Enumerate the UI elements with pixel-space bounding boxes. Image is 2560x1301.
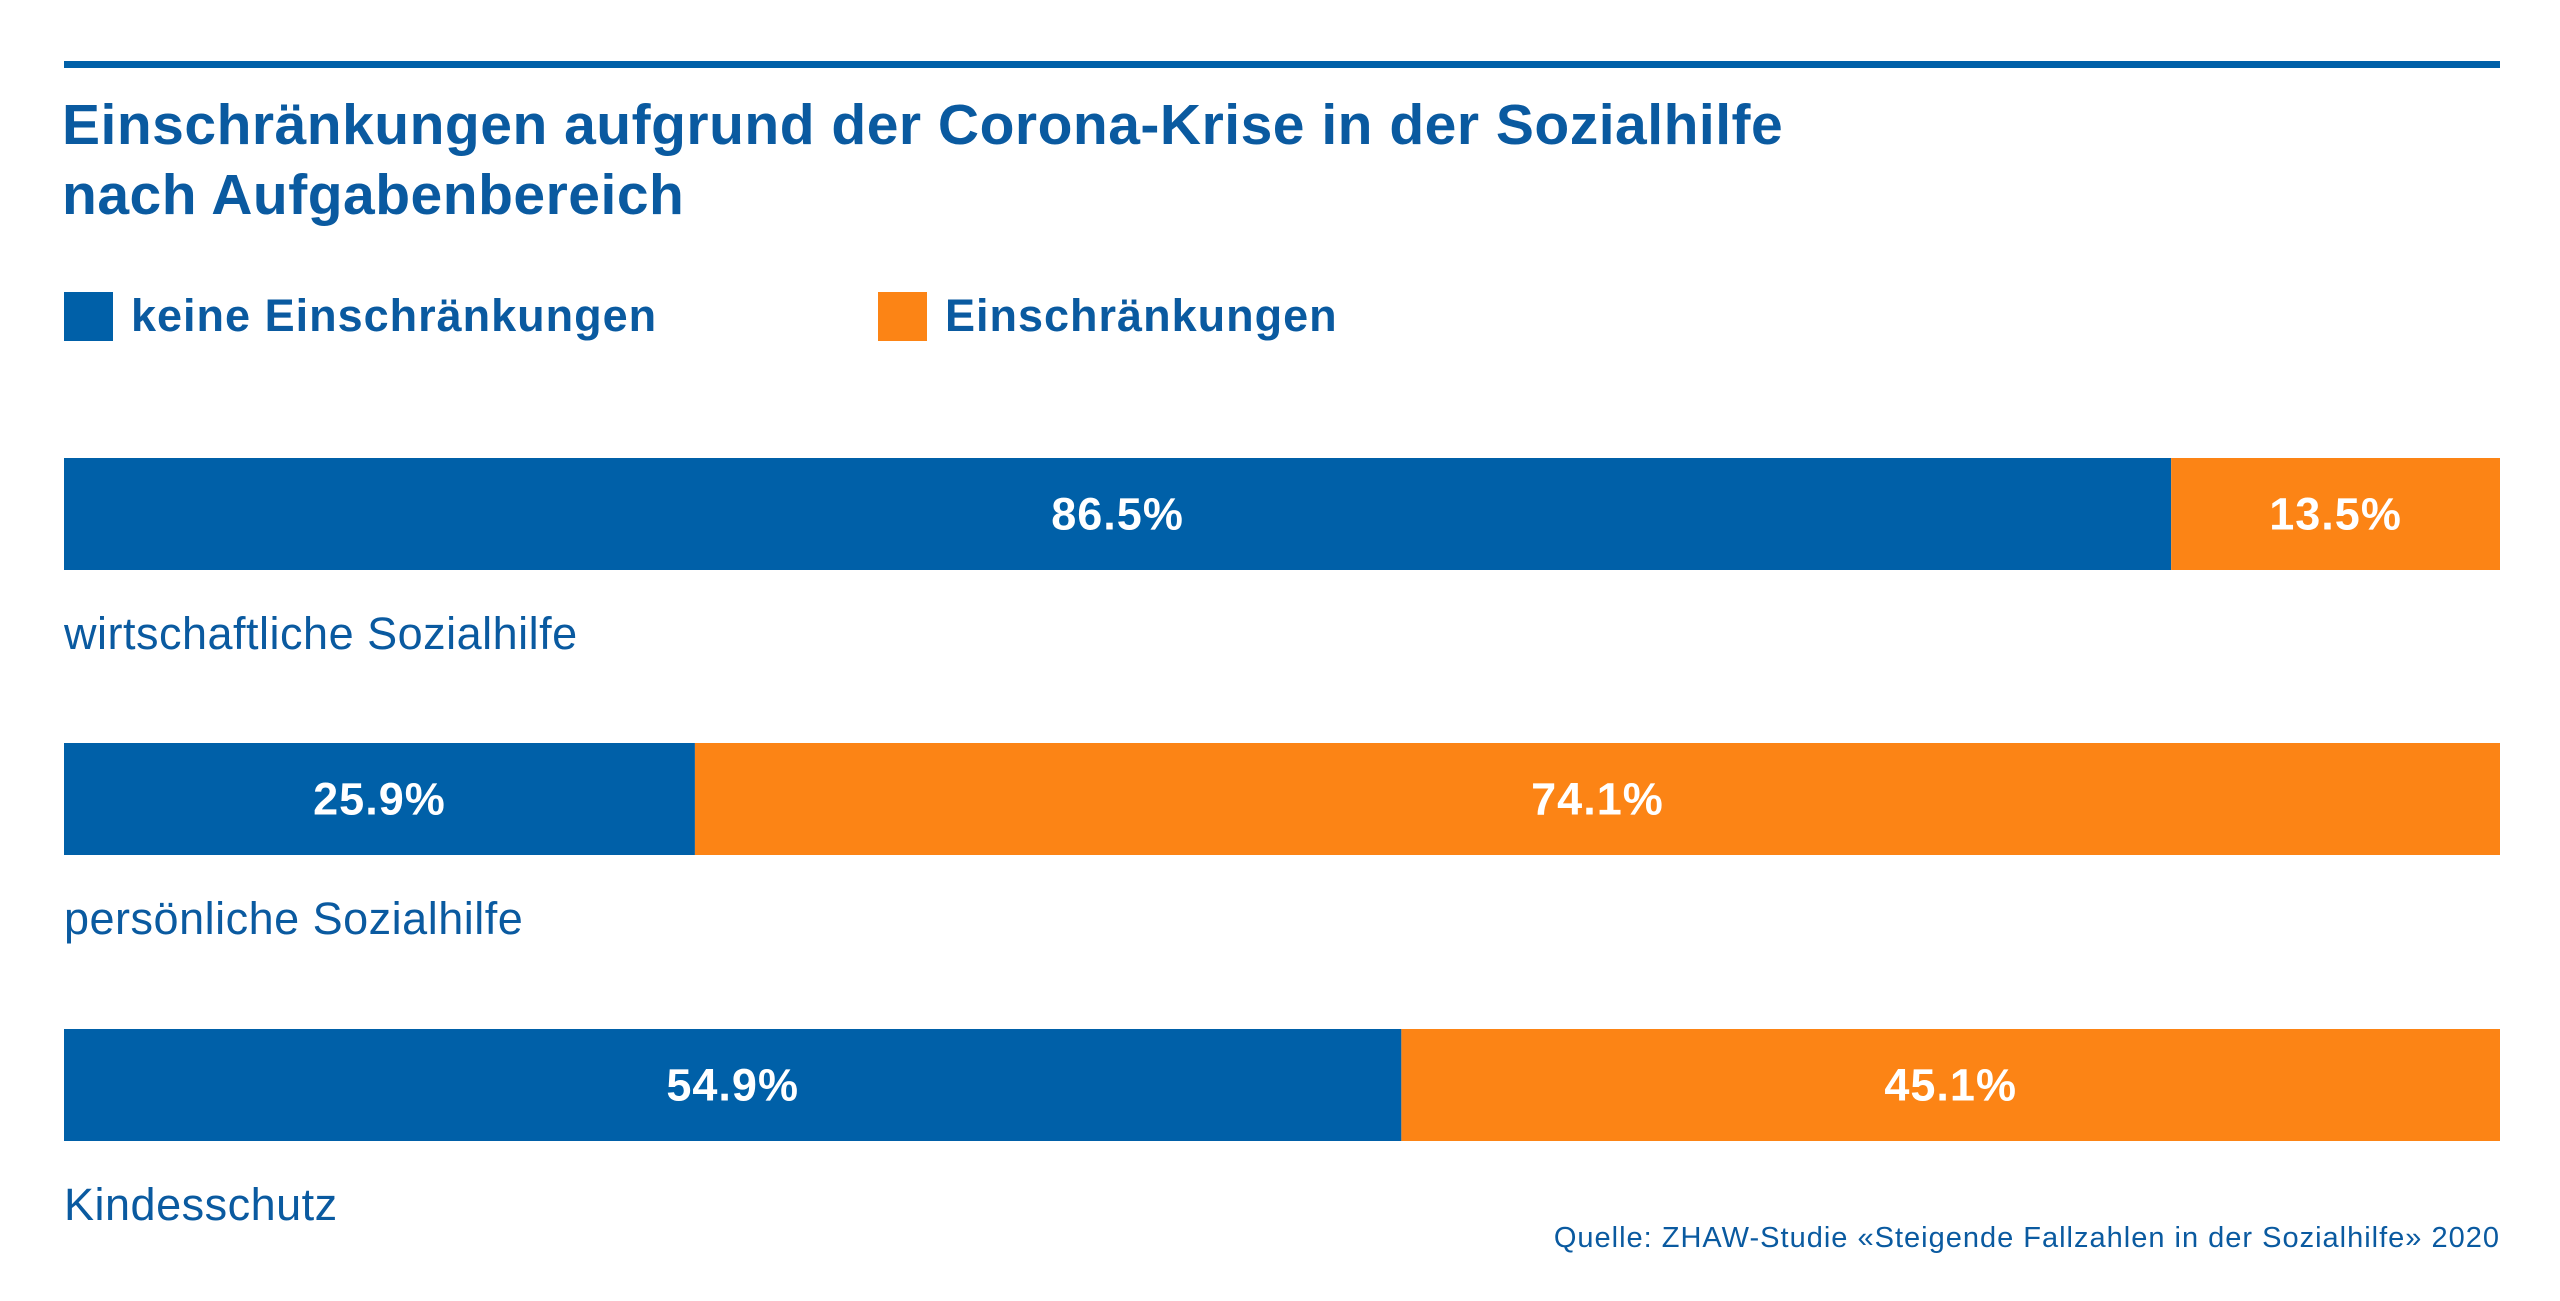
bar-segment-keine-2 <box>64 743 695 855</box>
top-rule <box>64 61 2500 68</box>
category-label: wirtschaftliche Sozialhilfe <box>63 608 578 659</box>
data-label: 45.1% <box>1884 1060 2017 1111</box>
category-label: persönliche Sozialhilfe <box>64 893 523 944</box>
legend-swatch-orange <box>878 291 927 341</box>
data-label: 54.9% <box>666 1060 799 1111</box>
category-label: Kindesschutz <box>64 1179 338 1230</box>
bar-segment-keine-1 <box>64 458 2172 570</box>
legend-item-einschraenkungen: Einschränkungen <box>878 290 1338 342</box>
bar-segment-einschraenkungen-3 <box>1401 1029 2500 1141</box>
legend-label: keine Einschränkungen <box>131 290 658 341</box>
data-label: 25.9% <box>313 774 446 825</box>
legend-swatch-blue <box>64 291 113 341</box>
legend-item-keine-einschraenkungen: keine Einschränkungen <box>64 290 657 342</box>
chart-title-line-1: Einschränkungen aufgrund der Corona-Kris… <box>62 93 1784 157</box>
data-label: 86.5% <box>1051 489 1184 540</box>
bar-segment-einschraenkungen-2 <box>694 743 2500 855</box>
legend-label: Einschränkungen <box>945 290 1338 341</box>
chart-title-line-2: nach Aufgabenbereich <box>62 163 685 227</box>
bar-segment-keine-3 <box>64 1029 1402 1141</box>
bar-segment-einschraenkungen-1 <box>2171 458 2500 570</box>
data-label: 13.5% <box>2269 489 2402 540</box>
data-label: 74.1% <box>1531 774 1664 825</box>
source-note: Quelle: ZHAW-Studie «Steigende Fallzahle… <box>1553 1222 2500 1254</box>
